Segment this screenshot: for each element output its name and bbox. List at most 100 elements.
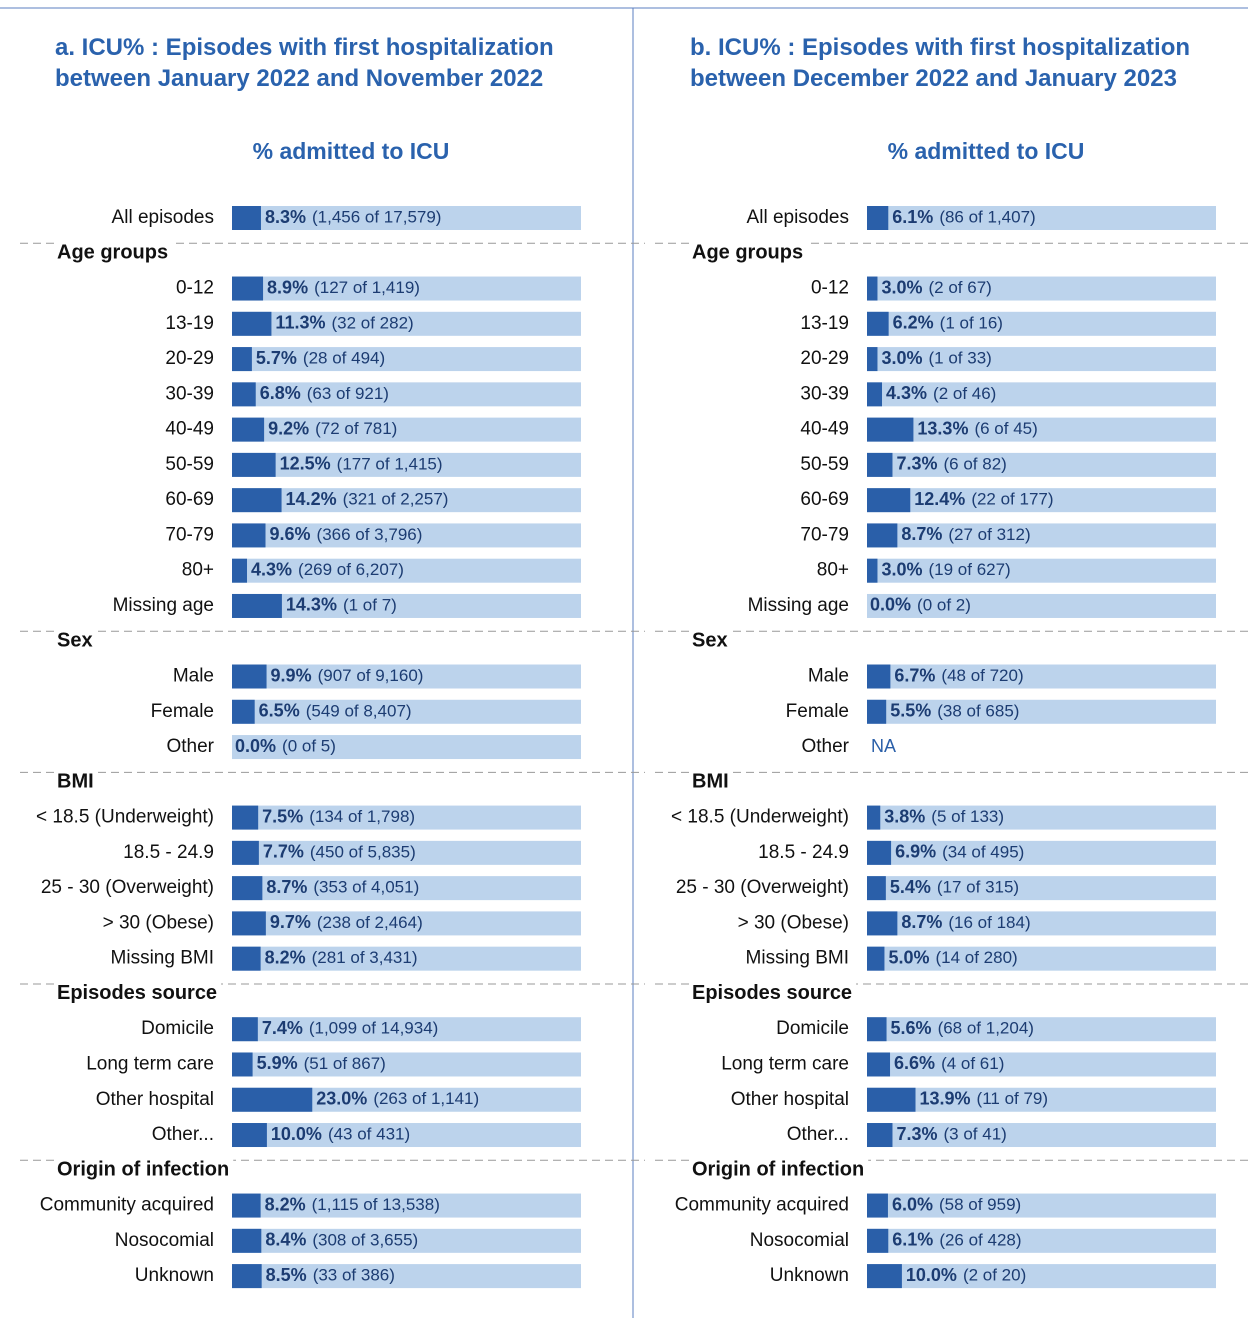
category-label: Missing age: [113, 595, 214, 616]
category-label: 25 - 30 (Overweight): [676, 877, 849, 898]
bar-background: [232, 1017, 581, 1042]
bar: [867, 1017, 887, 1042]
category-label: 60-69: [165, 489, 214, 510]
bar: [232, 876, 263, 901]
count-label: (26 of 428): [939, 1230, 1021, 1249]
value-label: 13.9%: [920, 1089, 971, 1109]
bar: [232, 417, 265, 442]
bar: [232, 1087, 313, 1112]
heading-mask: [55, 980, 222, 987]
bar-background: [232, 382, 581, 407]
bar-background: [232, 276, 581, 301]
value-label: 5.5%: [890, 701, 931, 721]
count-label: (549 of 8,407): [306, 701, 412, 720]
bar-background: [867, 488, 1216, 513]
count-label: (19 of 627): [929, 560, 1011, 579]
category-label: Other hospital: [731, 1089, 849, 1110]
count-label: (263 of 1,141): [373, 1089, 479, 1108]
category-label: 30-39: [165, 383, 214, 404]
bar-background: [232, 558, 581, 583]
bar: [867, 382, 883, 407]
bar: [867, 876, 886, 901]
category-label: Long term care: [86, 1053, 214, 1074]
value-label: 0.0%: [235, 736, 276, 756]
bar: [232, 347, 252, 372]
bar: [867, 1193, 888, 1218]
value-label: 8.7%: [266, 877, 307, 897]
value-label: 10.0%: [906, 1265, 957, 1285]
heading-mask: [690, 980, 857, 987]
value-label: 5.7%: [256, 348, 297, 368]
bar: [232, 805, 259, 830]
value-label: 3.0%: [881, 559, 922, 579]
category-label: 50-59: [165, 454, 214, 475]
bar: [867, 488, 911, 513]
category-label: Other hospital: [96, 1089, 214, 1110]
value-label: 6.1%: [892, 207, 933, 227]
category-label: Community acquired: [40, 1195, 214, 1216]
value-label: 6.9%: [895, 842, 936, 862]
bar-background: [867, 382, 1216, 407]
heading-mask: [690, 628, 732, 635]
value-label: 9.9%: [271, 665, 312, 685]
category-label: Unknown: [770, 1265, 849, 1286]
value-label: 6.7%: [894, 665, 935, 685]
category-label: 0-12: [811, 278, 849, 299]
category-label: 60-69: [800, 489, 849, 510]
count-label: (38 of 685): [937, 701, 1019, 720]
count-label: (1,099 of 14,934): [309, 1019, 438, 1038]
category-label: 50-59: [800, 454, 849, 475]
value-label: 6.1%: [892, 1230, 933, 1250]
value-label: 9.6%: [270, 524, 311, 544]
value-label: 8.7%: [901, 524, 942, 544]
value-label: 12.4%: [914, 489, 965, 509]
bar-background: [232, 523, 581, 548]
category-label: 13-19: [800, 313, 849, 334]
bar: [232, 840, 259, 865]
value-label: 3.8%: [884, 806, 925, 826]
value-label: 5.6%: [891, 1018, 932, 1038]
bar: [232, 1264, 262, 1289]
bar: [232, 911, 266, 936]
value-label: 3.0%: [881, 277, 922, 297]
category-label: < 18.5 (Underweight): [671, 807, 849, 828]
bar-background: [867, 523, 1216, 548]
heading-mask: [690, 240, 808, 247]
count-label: (34 of 495): [942, 842, 1024, 861]
bar: [867, 1228, 889, 1253]
count-label: (1 of 16): [940, 313, 1003, 332]
value-label: 6.8%: [260, 383, 301, 403]
bar: [867, 1087, 916, 1112]
category-label: Domicile: [776, 1018, 849, 1039]
count-label: (321 of 2,257): [343, 490, 449, 509]
value-label: 9.7%: [270, 912, 311, 932]
bar-background: [867, 664, 1216, 689]
count-label: (1,115 of 13,538): [312, 1195, 440, 1214]
group-heading: BMI: [57, 771, 94, 793]
bar-background: [867, 1052, 1216, 1077]
bar-background: [232, 311, 581, 336]
count-label: (58 of 959): [939, 1195, 1021, 1214]
bar-background: [867, 911, 1216, 936]
bar: [232, 311, 272, 336]
bar-background: [867, 311, 1216, 336]
category-label: Male: [173, 666, 214, 687]
value-label: 7.7%: [263, 842, 304, 862]
count-label: (33 of 386): [313, 1266, 395, 1285]
bar-background: [232, 206, 581, 230]
category-label: > 30 (Obese): [738, 912, 849, 933]
group-heading: Age groups: [692, 242, 803, 264]
value-label: 0.0%: [870, 595, 911, 615]
value-label: 10.0%: [271, 1124, 322, 1144]
count-label: (51 of 867): [304, 1054, 386, 1073]
count-label: (134 of 1,798): [309, 807, 415, 826]
value-label: 5.0%: [888, 947, 929, 967]
axis-label: % admitted to ICU: [253, 138, 450, 164]
value-label: 11.3%: [275, 313, 325, 333]
bar: [232, 488, 282, 513]
bar-background: [232, 876, 581, 901]
bar: [232, 1228, 262, 1253]
count-label: (86 of 1,407): [939, 207, 1035, 226]
bar: [232, 1123, 267, 1148]
